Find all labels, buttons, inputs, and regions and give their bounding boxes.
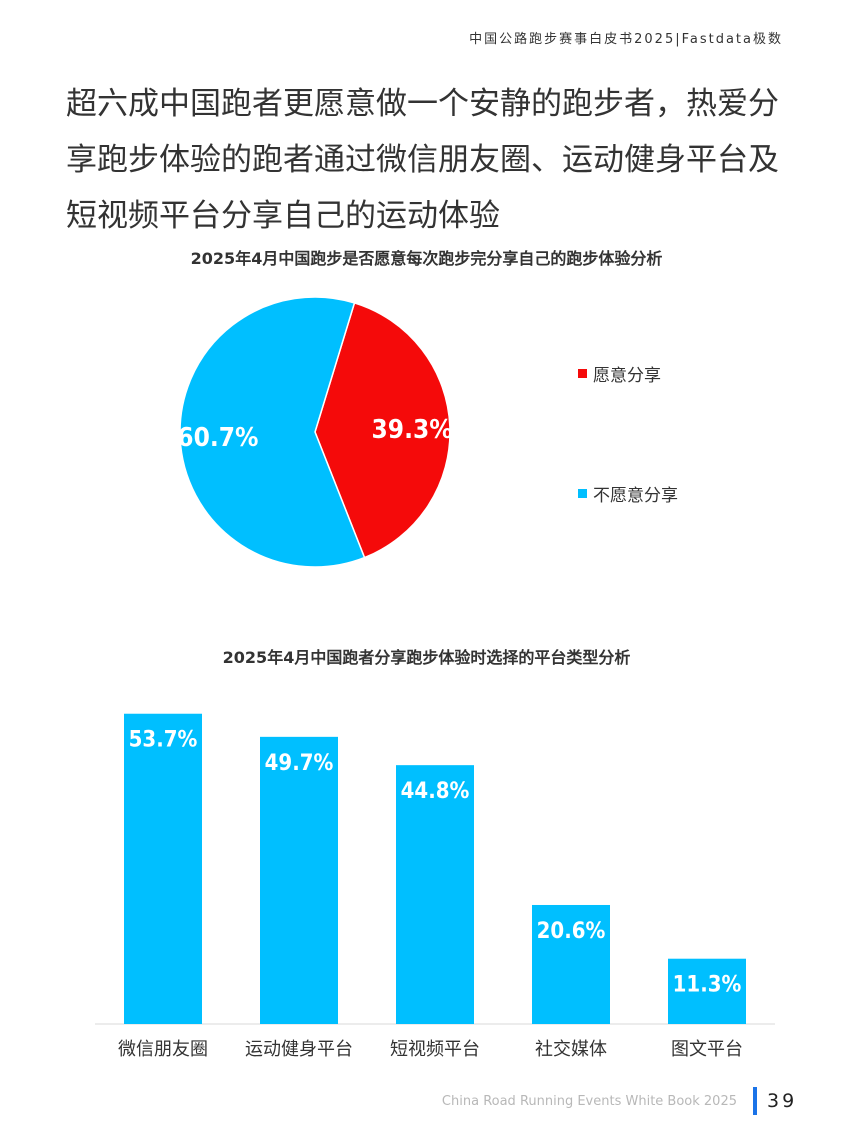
bar-value-label-4: 20.6% bbox=[537, 919, 606, 944]
header-tag: 中国公路跑步赛事白皮书2025|Fastdata极数 bbox=[469, 32, 783, 47]
bar-value-label-3: 44.8% bbox=[401, 779, 470, 804]
bar-category-label-3: 短视频平台 bbox=[390, 1039, 480, 1060]
legend-label-willing: 愿意分享 bbox=[593, 366, 661, 386]
legend-swatch-willing bbox=[578, 369, 587, 378]
bar-category-label-2: 运动健身平台 bbox=[245, 1039, 353, 1060]
pie-slice-unwilling bbox=[179, 296, 366, 568]
bar-category-label-4: 社交媒体 bbox=[535, 1039, 607, 1060]
pie-chart: 39.3% 60.7% bbox=[177, 296, 453, 568]
pie-label-unwilling: 60.7% bbox=[177, 423, 258, 453]
bar-2 bbox=[260, 736, 338, 1024]
bar-chart-title: 2025年4月中国跑者分享跑步体验时选择的平台类型分析 bbox=[222, 648, 631, 667]
legend-swatch-unwilling bbox=[578, 489, 587, 498]
page-number: 39 bbox=[767, 1090, 798, 1112]
footer-book-title: China Road Running Events White Book 202… bbox=[441, 1094, 737, 1109]
bar-4 bbox=[532, 904, 610, 1024]
legend-label-unwilling: 不愿意分享 bbox=[593, 486, 678, 506]
bar-chart: 53.7% 微信朋友圈 49.7% 运动健身平台 44.8% 短视频平台 20.6% 社交媒体… bbox=[95, 713, 775, 1060]
bar-1 bbox=[124, 713, 202, 1024]
bar-value-label-2: 49.7% bbox=[265, 751, 334, 776]
page-headline: 超六成中国跑者更愿意做一个安静的跑步者，热爱分享跑步体验的跑者通过微信朋友圈、运… bbox=[66, 86, 779, 234]
legend-item-unwilling: 不愿意分享 bbox=[578, 481, 678, 506]
bar-value-label-5: 11.3% bbox=[673, 973, 742, 998]
legend-item-willing: 愿意分享 bbox=[578, 361, 661, 386]
pie-label-willing: 39.3% bbox=[372, 415, 453, 445]
bar-category-label-5: 图文平台 bbox=[671, 1039, 743, 1060]
pie-slice-willing bbox=[314, 301, 451, 559]
bar-category-label-1: 微信朋友圈 bbox=[118, 1039, 208, 1060]
footer-accent-bar bbox=[753, 1087, 757, 1115]
bar-5 bbox=[668, 958, 746, 1024]
bar-value-label-1: 53.7% bbox=[129, 728, 198, 753]
pie-chart-title: 2025年4月中国跑步是否愿意每次跑步完分享自己的跑步体验分析 bbox=[190, 249, 663, 268]
bar-3 bbox=[396, 765, 474, 1024]
